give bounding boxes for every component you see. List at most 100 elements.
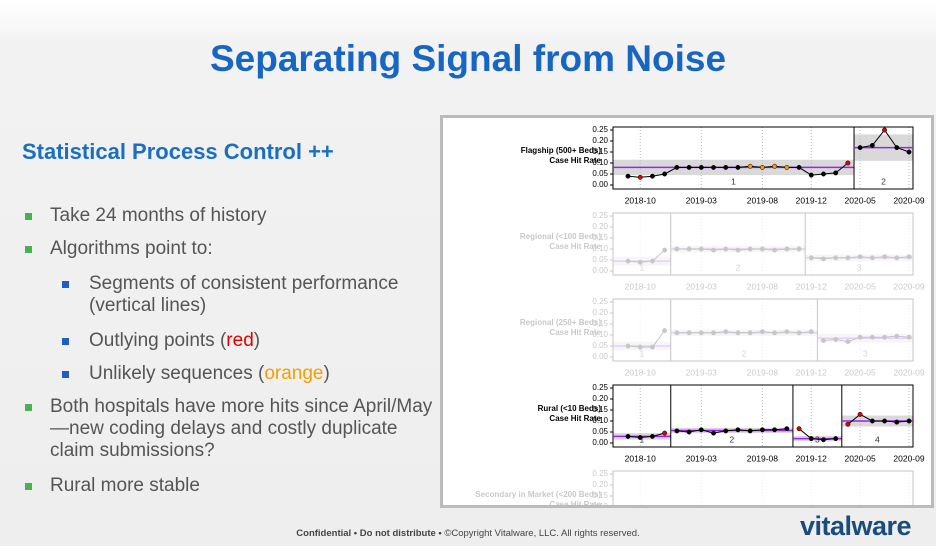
data-point [869, 418, 875, 424]
y-tick-label: 0.20 [592, 394, 608, 403]
panel-label: Case Hit Rate [549, 156, 601, 165]
data-point [808, 329, 814, 335]
x-tick-label: 2019-08 [747, 539, 778, 546]
segment-label: 2 [881, 176, 886, 186]
x-tick-label: 2019-03 [686, 367, 717, 377]
y-tick-label: 0.15 [592, 233, 608, 242]
y-tick-label: 0.20 [592, 222, 608, 231]
data-point [784, 164, 790, 170]
data-point [637, 174, 643, 180]
y-tick-label: 0.15 [592, 147, 608, 156]
data-point [698, 164, 704, 170]
data-point [625, 173, 631, 179]
data-point [857, 145, 863, 151]
panel-label: Flagship (500+ Beds) [521, 146, 602, 155]
x-tick-label: 2018-10 [625, 367, 656, 377]
data-point [686, 330, 692, 336]
data-point [662, 430, 668, 436]
data-point [845, 339, 851, 345]
bullet-marker [25, 404, 32, 411]
data-point [894, 419, 900, 425]
panel-label: Regional (250+ Beds) [520, 318, 601, 327]
segment-label: 4 [875, 434, 880, 444]
data-point [711, 247, 716, 253]
data-point [625, 343, 631, 349]
x-tick-label: 2019-08 [747, 453, 778, 463]
panel: Flagship (500+ Beds)Case Hit Rate 2018-10… [521, 125, 925, 205]
y-tick-label: 0.10 [592, 330, 608, 339]
x-tick-label: 2020-09 [893, 367, 924, 377]
slide-title: Separating Signal from Noise [209, 38, 727, 79]
data-point [796, 246, 802, 252]
x-tick-label: 2019-12 [796, 453, 827, 463]
y-tick-label: 0.05 [592, 427, 608, 436]
panel-label: Case Hit Rate [549, 242, 601, 251]
data-point [833, 170, 839, 176]
data-point [698, 427, 704, 433]
bullet: Algorithms point to: [50, 238, 442, 260]
data-point [845, 255, 851, 261]
bullet-text: Unlikely sequences ( [89, 363, 265, 384]
footer-text: ©Copyright Vitalware, LLC. All rights re… [444, 528, 640, 539]
data-point [833, 436, 839, 442]
y-tick-label: 0.10 [592, 502, 608, 511]
x-tick-label: 2018-10 [625, 281, 656, 291]
x-tick-label: 2020-05 [845, 453, 876, 463]
data-point [686, 429, 692, 435]
data-point [784, 329, 790, 335]
data-point [772, 247, 778, 253]
data-point [759, 427, 765, 433]
y-tick-label: 0.00 [592, 524, 608, 533]
plot-box [612, 298, 914, 362]
data-point [821, 171, 826, 177]
y-tick-label: 0.00 [592, 438, 608, 447]
x-tick-label: 2018-10 [625, 453, 656, 463]
data-point [894, 255, 900, 261]
data-point [869, 334, 875, 340]
data-point [711, 330, 716, 336]
footer-bold: Confidential • Do not distribute • [296, 528, 442, 539]
x-tick-label: 2019-12 [796, 195, 827, 205]
x-tick-label: 2019-12 [796, 367, 827, 377]
data-point [882, 334, 888, 340]
segment-label: 2 [729, 434, 734, 444]
control-band [670, 245, 806, 253]
y-tick-label: 0.25 [592, 469, 608, 478]
data-point [796, 164, 802, 170]
data-point [906, 418, 912, 424]
segment-label: 1 [640, 262, 645, 272]
data-point [625, 258, 631, 264]
control-band [613, 256, 671, 266]
data-point [882, 254, 888, 260]
data-point [821, 437, 826, 443]
x-tick-label: 2019-03 [686, 539, 717, 546]
bullet-text: Algorithms point to: [50, 238, 213, 259]
y-tick-label: 0.10 [592, 244, 608, 253]
highlight-word: red [226, 330, 254, 351]
data-point [759, 164, 765, 170]
bullet-text: Outlying points ( [89, 330, 227, 351]
x-tick-label: 2018-10 [625, 539, 656, 546]
control-band [670, 329, 818, 337]
bullet: Segments of consistent performance (vert… [89, 273, 441, 317]
x-tick-label: 2019-08 [747, 367, 778, 377]
y-tick-label: 0.15 [592, 491, 608, 500]
bullet-marker [25, 213, 32, 220]
x-tick-label: 2020-09 [893, 453, 924, 463]
bullet-marker [25, 483, 32, 490]
data-point [808, 436, 814, 442]
y-tick-label: 0.10 [592, 158, 608, 167]
data-point [723, 164, 729, 170]
segment-label: 2 [736, 262, 741, 272]
data-point [833, 255, 839, 261]
data-point [894, 145, 900, 151]
data-point [759, 246, 765, 252]
x-tick-label: 2020-09 [893, 281, 924, 291]
data-point [686, 246, 692, 252]
y-tick-label: 0.25 [592, 125, 608, 134]
data-point [906, 254, 912, 260]
y-tick-label: 0.05 [592, 341, 608, 350]
data-point [796, 330, 802, 336]
data-point [686, 164, 692, 170]
